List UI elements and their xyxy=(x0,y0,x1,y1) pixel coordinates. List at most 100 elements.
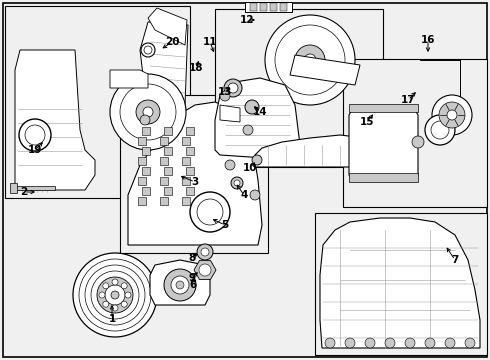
Circle shape xyxy=(252,155,262,165)
Bar xyxy=(142,147,150,155)
Bar xyxy=(270,3,277,11)
Polygon shape xyxy=(349,110,418,180)
Bar xyxy=(138,137,146,145)
Text: 6: 6 xyxy=(189,280,196,290)
Text: 3: 3 xyxy=(192,177,198,187)
Bar xyxy=(120,95,268,253)
Circle shape xyxy=(125,292,131,298)
Bar xyxy=(186,127,194,135)
Circle shape xyxy=(365,338,375,348)
Polygon shape xyxy=(128,102,262,245)
Circle shape xyxy=(465,338,475,348)
Text: 4: 4 xyxy=(240,190,247,200)
Circle shape xyxy=(225,160,235,170)
Text: 15: 15 xyxy=(360,117,374,127)
Text: 16: 16 xyxy=(421,35,435,45)
Bar xyxy=(164,187,172,195)
Polygon shape xyxy=(10,183,17,193)
Polygon shape xyxy=(110,70,148,88)
Circle shape xyxy=(385,338,395,348)
Bar xyxy=(186,187,194,195)
Circle shape xyxy=(295,45,325,75)
Text: 12: 12 xyxy=(240,15,254,25)
Circle shape xyxy=(250,190,260,200)
Circle shape xyxy=(171,276,189,294)
Polygon shape xyxy=(148,8,187,45)
Bar xyxy=(182,177,190,185)
Bar xyxy=(160,177,168,185)
Bar xyxy=(349,104,418,112)
Bar xyxy=(142,167,150,175)
Polygon shape xyxy=(14,186,55,190)
Circle shape xyxy=(112,279,118,285)
Polygon shape xyxy=(215,78,300,160)
Circle shape xyxy=(103,283,109,289)
Circle shape xyxy=(73,253,157,337)
Circle shape xyxy=(121,301,127,307)
Bar xyxy=(138,197,146,205)
Circle shape xyxy=(228,83,238,93)
Circle shape xyxy=(201,248,209,256)
Bar xyxy=(160,197,168,205)
Circle shape xyxy=(345,338,355,348)
Circle shape xyxy=(25,125,45,145)
Bar xyxy=(142,187,150,195)
Text: 11: 11 xyxy=(203,37,217,47)
Bar xyxy=(142,127,150,135)
Text: 14: 14 xyxy=(253,107,268,117)
Text: 9: 9 xyxy=(189,273,196,283)
Circle shape xyxy=(99,292,105,298)
Bar xyxy=(315,213,487,355)
Circle shape xyxy=(425,338,435,348)
Bar xyxy=(343,59,487,207)
Text: 8: 8 xyxy=(188,253,196,263)
Circle shape xyxy=(19,119,51,151)
Circle shape xyxy=(439,102,465,128)
Bar xyxy=(164,147,172,155)
Bar xyxy=(138,157,146,165)
Circle shape xyxy=(111,291,119,299)
Text: 13: 13 xyxy=(218,87,232,97)
Bar xyxy=(250,3,257,11)
Text: 2: 2 xyxy=(21,187,27,197)
Bar xyxy=(164,167,172,175)
Bar xyxy=(5,6,190,198)
Polygon shape xyxy=(245,2,292,12)
Bar xyxy=(182,157,190,165)
Circle shape xyxy=(85,265,145,325)
Circle shape xyxy=(412,136,424,148)
Circle shape xyxy=(445,338,455,348)
Circle shape xyxy=(245,100,259,114)
Bar xyxy=(186,147,194,155)
Polygon shape xyxy=(150,260,210,305)
Circle shape xyxy=(243,125,253,135)
Text: 19: 19 xyxy=(28,145,42,155)
Circle shape xyxy=(140,115,150,125)
Bar xyxy=(138,177,146,185)
Bar xyxy=(186,167,194,175)
Circle shape xyxy=(143,107,153,117)
Text: 7: 7 xyxy=(451,255,459,265)
Circle shape xyxy=(224,79,242,97)
Circle shape xyxy=(199,264,211,276)
Circle shape xyxy=(231,177,243,189)
Circle shape xyxy=(141,43,155,57)
Circle shape xyxy=(97,277,133,313)
Polygon shape xyxy=(15,50,95,190)
Text: 18: 18 xyxy=(189,63,203,73)
Circle shape xyxy=(176,281,184,289)
Circle shape xyxy=(234,180,240,186)
Circle shape xyxy=(136,100,160,124)
Bar xyxy=(280,3,287,11)
Circle shape xyxy=(103,301,109,307)
Circle shape xyxy=(325,338,335,348)
Polygon shape xyxy=(194,261,216,279)
Circle shape xyxy=(164,269,196,301)
Text: 17: 17 xyxy=(401,95,416,105)
Circle shape xyxy=(405,338,415,348)
Bar xyxy=(349,173,418,182)
Circle shape xyxy=(79,259,151,331)
Circle shape xyxy=(265,15,355,105)
Polygon shape xyxy=(140,22,188,105)
Polygon shape xyxy=(320,218,480,348)
